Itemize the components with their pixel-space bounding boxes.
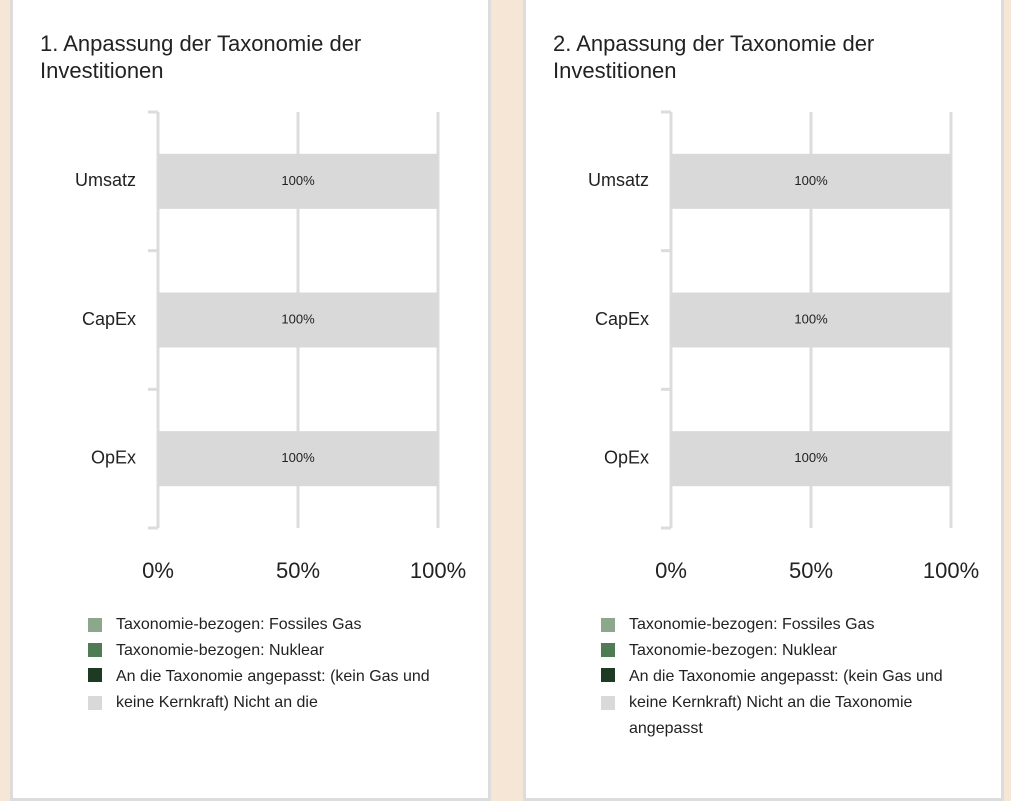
legend-swatch [88,643,102,657]
data-label: 100% [794,173,828,188]
legend-label: An die Taxonomie angepasst: (kein Gas un… [116,668,430,711]
legend-swatch [601,618,615,632]
chart-panel: 0% 50% 100% Umsatz 100% CapEx 100% OpEx 100% 2. A… [523,0,1004,801]
legend-swatch [601,668,615,682]
y-tick-label: OpEx [604,447,649,467]
x-tick-label: 50% [276,558,320,583]
legend-label: Taxonomie-bezogen: Nuklear [116,642,325,659]
data-label: 100% [281,173,315,188]
legend-swatch [88,696,102,710]
legend-label: Nicht an die Taxonomie angepasst [629,694,913,737]
legend-label: Taxonomie-bezogen: Nuklear [629,642,838,659]
legend: Taxonomie-bezogen: Fossiles Gas Taxonomie… [116,612,456,742]
y-tick-label: Umsatz [75,170,136,190]
x-tick-label: 100% [410,558,466,583]
y-tick-label: OpEx [91,447,136,467]
chart: 0% 50% 100% Umsatz 100% CapEx 100% OpEx 100% [588,110,979,583]
y-tick-label: CapEx [595,309,649,329]
x-tick-label: 0% [655,558,687,583]
legend-swatch [88,618,102,632]
data-label: 100% [281,450,315,465]
y-tick-label: CapEx [82,309,136,329]
legend-label: Nicht an die [233,694,318,711]
x-tick-label: 0% [142,558,174,583]
y-tick-label: Umsatz [588,170,649,190]
chart-title: 2. Anpassung der Taxonomie der Investiti… [553,31,875,83]
legend-swatch [601,643,615,657]
legend-label: Taxonomie-bezogen: Fossiles Gas [629,616,875,633]
legend-swatch [88,668,102,682]
chart-panel: 0% 50% 100% Umsatz 100% CapEx 100% OpEx 100% 1. A… [10,0,491,801]
legend-label: An die Taxonomie angepasst: (kein Gas un… [629,668,943,711]
legend-swatch [601,696,615,710]
chart-title: 1. Anpassung der Taxonomie der Investiti… [40,31,362,83]
bar [671,431,951,487]
x-tick-label: 50% [789,558,833,583]
bar [158,292,438,348]
legend-label: Taxonomie-bezogen: Fossiles Gas [116,616,362,633]
data-label: 100% [794,311,828,326]
bar [158,431,438,487]
x-tick-label: 100% [923,558,979,583]
chart: 0% 50% 100% Umsatz 100% CapEx 100% OpEx 100% [75,110,466,583]
data-label: 100% [281,311,315,326]
legend: Taxonomie-bezogen: Fossiles Gas Taxonomie… [629,612,969,742]
bar [671,292,951,348]
data-label: 100% [794,450,828,465]
bar [158,153,438,209]
bar [671,153,951,209]
